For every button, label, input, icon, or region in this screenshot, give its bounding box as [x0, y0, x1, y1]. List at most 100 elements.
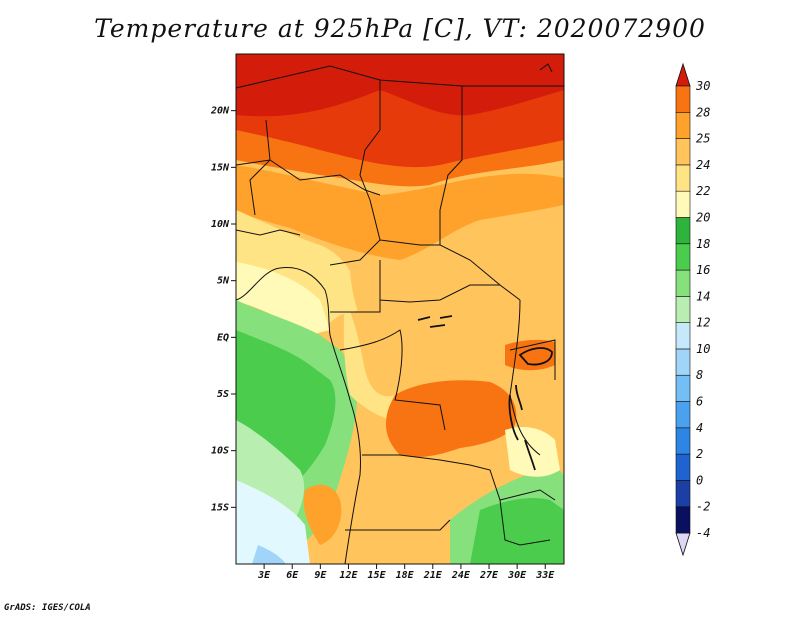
- border-libya-chad: [439, 86, 463, 211]
- colorbar-swatch: [675, 322, 691, 350]
- x-axis-ticks: 3E 6E 9E 12E 15E 18E 21E 24E 27E 30E 33E: [257, 564, 555, 581]
- border-namibia: [345, 519, 451, 531]
- atlantic-coastline: [236, 266, 361, 564]
- y-tick-label: 10S: [211, 446, 229, 457]
- y-tick-label: EQ: [217, 332, 229, 343]
- colorbar-swatch: [675, 296, 691, 323]
- border-algeria-niger: [236, 65, 463, 89]
- x-tick-label: 6E: [286, 570, 299, 581]
- y-tick-label: 5S: [217, 389, 229, 400]
- x-tick-label: 30E: [507, 570, 527, 581]
- x-tick-label: 3E: [257, 570, 271, 581]
- x-tick-label: 27E: [479, 570, 499, 581]
- colorbar-swatch: [675, 480, 691, 508]
- field-namib-warm: [303, 484, 342, 545]
- border-mauritania: [249, 119, 271, 216]
- field-lake-victoria-warm: [505, 339, 555, 371]
- lake-malawi: [524, 439, 536, 471]
- y-tick-label: 5N: [217, 276, 230, 287]
- y-tick-label: 10N: [211, 219, 230, 230]
- field-west-africa-warm: [236, 165, 564, 260]
- field-coldest-pocket: [252, 545, 286, 564]
- border-sudan: [439, 210, 521, 301]
- country-borders: [236, 63, 564, 564]
- colorbar-level-label: 16: [696, 263, 710, 277]
- border-sahel-west: [236, 159, 381, 196]
- colorbar-swatch: [675, 401, 691, 429]
- colorbar-level-label: 28: [696, 105, 710, 119]
- border-mali-niger: [359, 80, 381, 201]
- lakes: [417, 315, 553, 471]
- congo-river: [417, 315, 453, 328]
- colorbar-level-label: 18: [696, 237, 710, 251]
- temperature-field: [236, 54, 564, 564]
- x-tick-label: 24E: [451, 570, 471, 581]
- colorbar-level-label: 25: [696, 132, 710, 146]
- colorbar-level-label: 20: [696, 210, 710, 224]
- colorbar-lower-cap: [675, 532, 691, 557]
- field-sahara-core: [236, 54, 564, 117]
- colorbar-swatch: [675, 217, 691, 245]
- red-sea-tip: [539, 63, 553, 73]
- lake-victoria: [518, 347, 553, 366]
- lake-tanganyika: [508, 384, 523, 441]
- field-congo-basin: [350, 265, 555, 383]
- y-tick-label: 15N: [211, 162, 230, 173]
- y-tick-label: 15S: [211, 502, 229, 513]
- y-tick-label: 20N: [210, 106, 230, 117]
- colorbar-level-label: 10: [696, 342, 710, 356]
- colorbar-swatch: [675, 506, 691, 534]
- colorbar-swatch: [675, 111, 691, 139]
- colorbar-swatch: [675, 85, 691, 113]
- border-coastal-west: [236, 229, 301, 236]
- y-axis-ticks: 20N 15N 10N 5N EQ 5S 10S 15S: [210, 106, 236, 513]
- border-uganda-kenya: [509, 339, 556, 380]
- border-car-south: [379, 260, 500, 303]
- colorbar-swatch: [675, 190, 691, 218]
- colorbar-level-label: 12: [696, 316, 710, 330]
- colorbar-level-label: 0: [696, 473, 703, 487]
- field-tanzania-mild: [505, 427, 560, 477]
- colorbar-swatch: [675, 138, 691, 166]
- grads-credit: GrADS: IGES/COLA: [4, 603, 91, 613]
- border-mozambique: [499, 499, 551, 546]
- colorbar-swatch: [675, 453, 691, 481]
- colorbar-level-label: 14: [696, 289, 710, 303]
- x-tick-label: 12E: [339, 570, 358, 581]
- colorbar-upper-cap: [675, 62, 691, 87]
- border-congo-drc: [339, 329, 446, 431]
- colorbar-swatch: [675, 164, 691, 192]
- border-cameroon-gabon: [330, 300, 381, 313]
- colorbar-level-label: 22: [696, 184, 710, 198]
- colorbar-swatch: [675, 427, 691, 455]
- border-zambia-angola: [362, 454, 556, 501]
- colorbar-level-label: 4: [696, 421, 703, 435]
- x-tick-label: 15E: [368, 570, 387, 581]
- border-nigeria: [329, 199, 381, 266]
- x-tick-label: 18E: [396, 570, 415, 581]
- field-angola-plateau: [348, 455, 440, 564]
- colorbar-swatch: [675, 269, 691, 297]
- chart-title: Temperature at 925hPa [C], VT: 202007290…: [94, 14, 706, 43]
- colorbar-swatch: [675, 243, 691, 271]
- field-katanga-hot: [385, 380, 517, 458]
- x-tick-label: 21E: [423, 570, 443, 581]
- field-congo-coast: [343, 300, 395, 420]
- colorbar-level-label: -4: [696, 526, 710, 540]
- field-malawi-cooler: [470, 498, 564, 564]
- field-benguela-cold: [236, 480, 310, 564]
- colorbar-swatch: [675, 374, 691, 402]
- x-tick-label: 33E: [535, 570, 555, 581]
- x-tick-label: 9E: [314, 570, 327, 581]
- colorbar-level-label: 24: [696, 158, 710, 172]
- border-great-lakes: [509, 299, 541, 456]
- colorbar-level-label: -2: [696, 500, 710, 514]
- map-frame: [235, 53, 565, 565]
- colorbar-level-label: 30: [695, 79, 710, 93]
- colorbar-level-label: 6: [696, 395, 703, 409]
- colorbar-swatch: [675, 348, 691, 376]
- colorbar-level-label: 8: [696, 368, 703, 382]
- colorbar-level-label: 2: [696, 447, 703, 461]
